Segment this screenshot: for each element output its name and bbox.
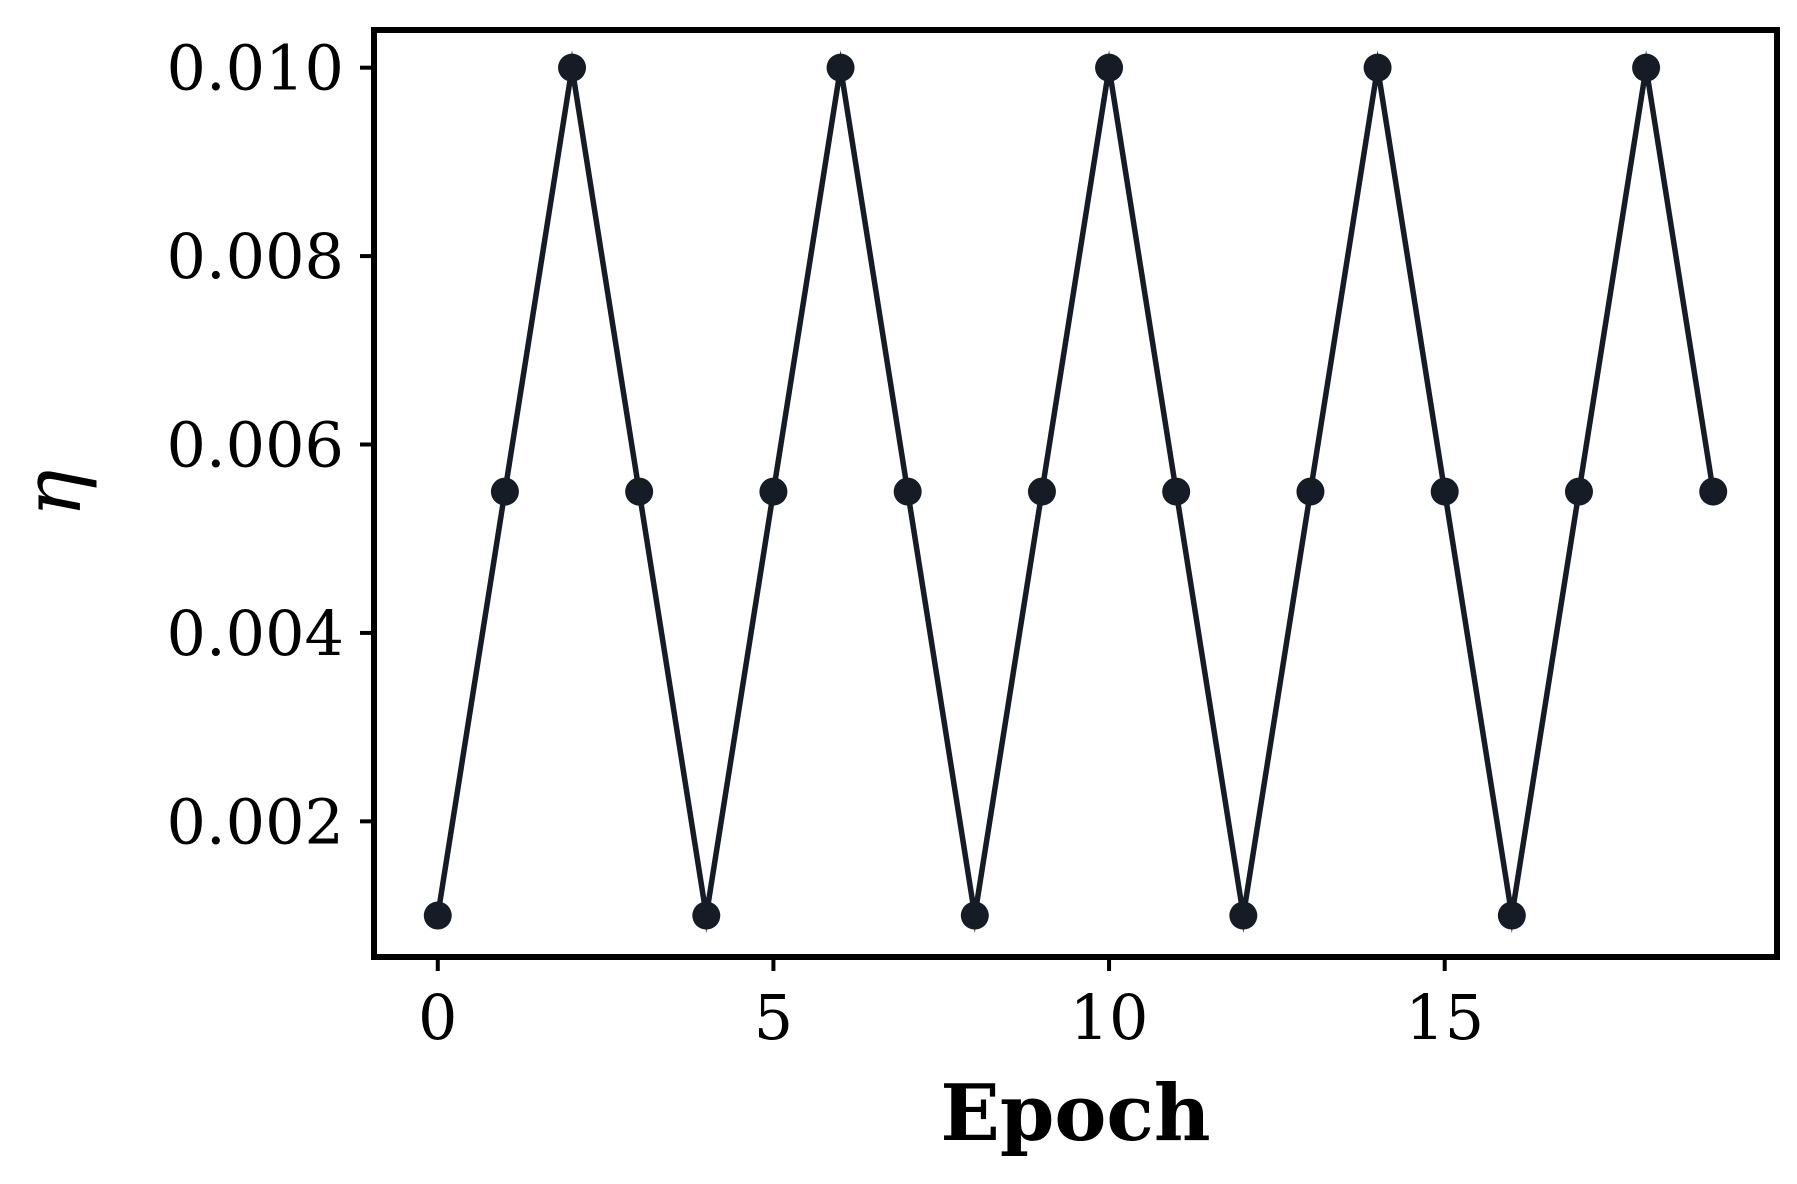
data-point: [1296, 477, 1325, 506]
data-point: [1095, 53, 1124, 82]
data-point: [558, 53, 587, 82]
data-point: [1027, 477, 1056, 506]
data-point: [826, 53, 855, 82]
data-point: [960, 901, 989, 930]
x-tick-label: 15: [1405, 981, 1484, 1054]
x-tick-label: 10: [1070, 981, 1149, 1054]
y-tick-label: 0.008: [167, 220, 345, 293]
y-tick-label: 0.004: [167, 597, 345, 670]
data-point: [1699, 477, 1728, 506]
y-axis-label: η: [6, 469, 99, 517]
data-point: [692, 901, 721, 930]
y-tick-label: 0.006: [167, 409, 345, 482]
x-tick-label: 0: [418, 981, 457, 1054]
x-axis-label: Epoch: [940, 1068, 1210, 1159]
data-point: [1162, 477, 1191, 506]
data-point: [893, 477, 922, 506]
y-tick-label: 0.010: [167, 32, 345, 105]
y-axis-ticks: 0.002 0.004 0.006 0.008 0.010: [167, 32, 374, 858]
data-point: [1430, 477, 1459, 506]
data-point: [1632, 53, 1661, 82]
y-tick-label: 0.002: [167, 785, 345, 858]
plot-frame: [371, 27, 1780, 960]
series-line: [435, 50, 1716, 934]
x-axis-ticks: 0 5 10 15: [418, 957, 1484, 1054]
data-point: [423, 901, 452, 930]
data-point: [759, 477, 788, 506]
data-point: [1564, 477, 1593, 506]
data-point: [625, 477, 654, 506]
data-point: [490, 477, 519, 506]
data-point: [1363, 53, 1392, 82]
data-point: [1229, 901, 1258, 930]
data-point: [1497, 901, 1526, 930]
series-group: [423, 50, 1728, 934]
x-tick-label: 5: [754, 981, 793, 1054]
